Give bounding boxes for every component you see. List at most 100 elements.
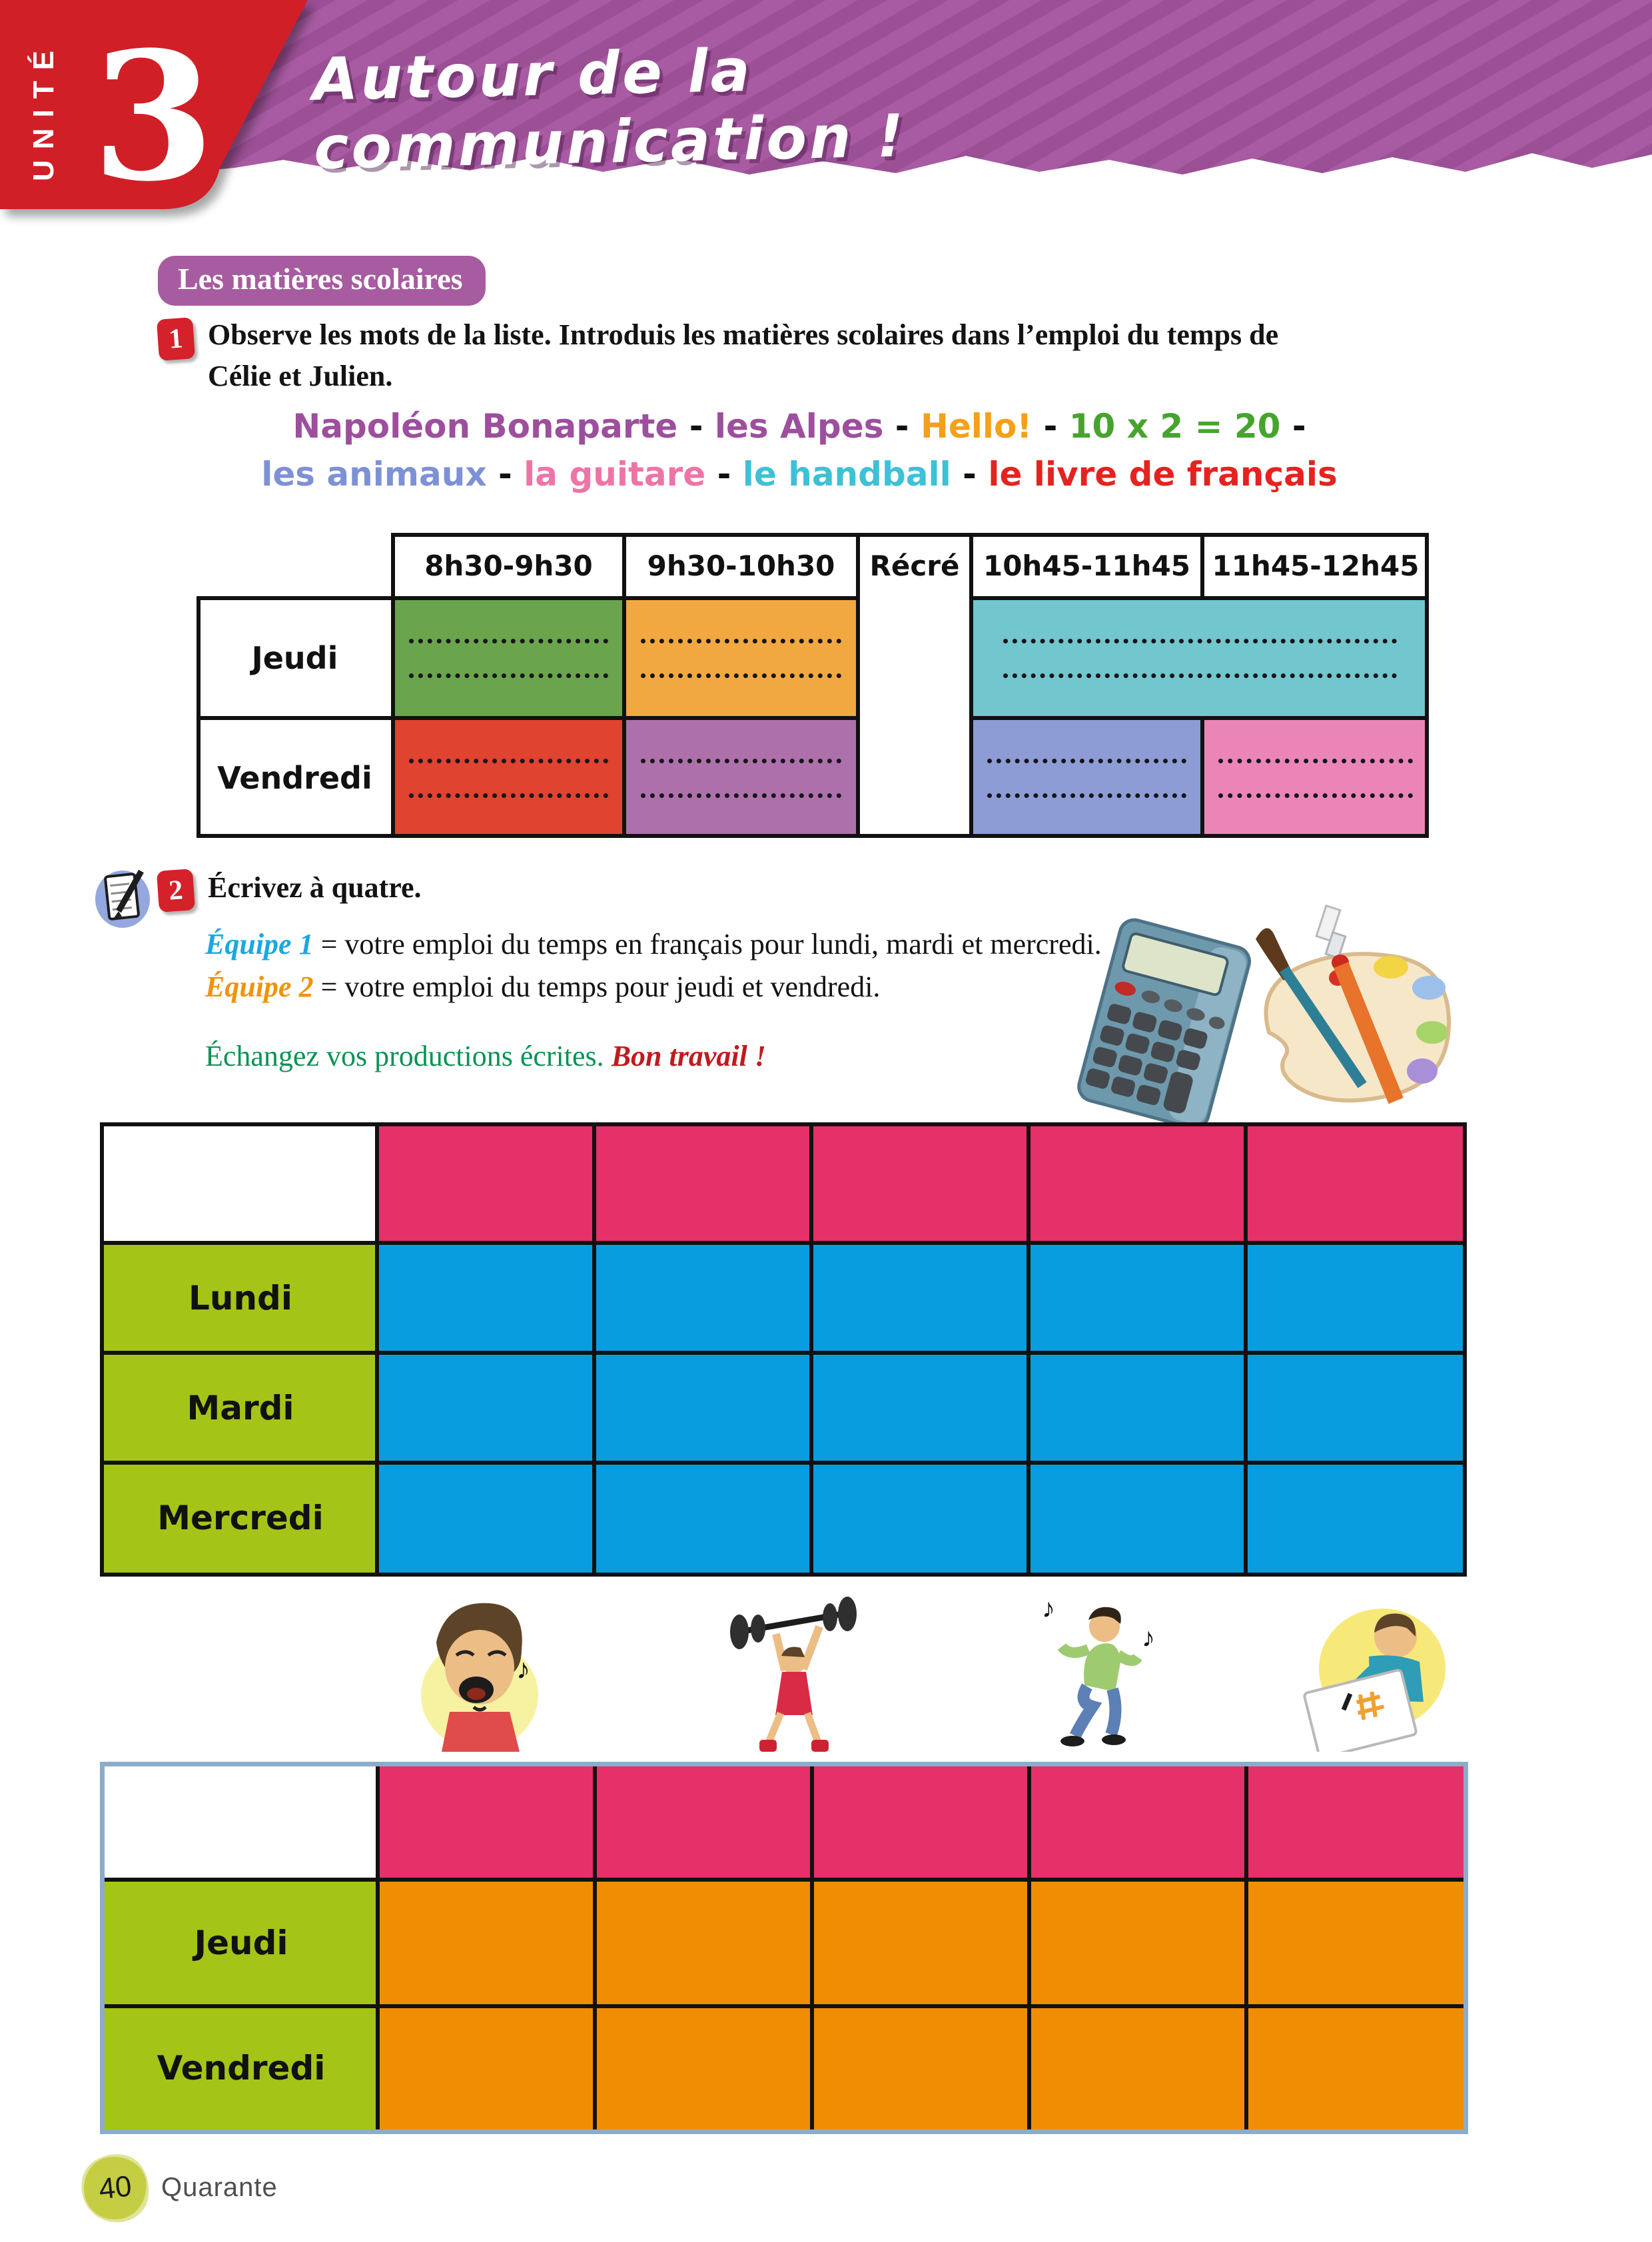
unit-badge-shape [0, 0, 308, 209]
table-grid-line [971, 596, 1429, 600]
page-number-badge: 40 [81, 2153, 150, 2223]
exercise2-title: Écrivez à quatre. [208, 871, 422, 904]
table-grid-line [197, 716, 858, 720]
timetable-answer-cell[interactable] [624, 718, 858, 838]
timetable-answer-cell[interactable] [971, 598, 1429, 718]
page-number-word: Quarante [161, 2173, 278, 2202]
word-list: Napoléon Bonaparte - les Alpes - Hello! … [160, 402, 1439, 498]
answer-dotted-line[interactable] [1218, 759, 1414, 763]
music-note-icon: ♪ [516, 1655, 530, 1685]
answer-dotted-line[interactable] [640, 639, 842, 643]
exercise2-week-table-1: Lundi Mardi Mercredi [100, 1122, 1467, 1577]
timetable-answer-cell[interactable] [971, 718, 1202, 838]
week-table-answer-cell[interactable] [378, 2006, 595, 2129]
answer-dotted-line[interactable] [409, 639, 608, 643]
table-grid-line [197, 834, 1429, 838]
week-table-answer-cell[interactable] [377, 1243, 594, 1353]
timetable-answer-cell[interactable] [393, 718, 624, 838]
week-table-header-cell [595, 1766, 812, 1880]
paintbrush-orange [1315, 904, 1404, 1104]
answer-dotted-line[interactable] [640, 793, 842, 798]
answer-dotted-line[interactable] [987, 759, 1186, 763]
week-table-header-cell [811, 1126, 1029, 1243]
page-number: 40 [97, 2169, 133, 2206]
word-list-item: les Alpes [714, 407, 884, 446]
week-table-answer-cell[interactable] [1246, 2006, 1463, 2129]
table-grid-line [104, 1351, 1463, 1355]
exercise2-number: 2 [167, 875, 185, 907]
week-table-header-cell [1029, 1766, 1246, 1880]
answer-dotted-line[interactable] [1218, 793, 1414, 798]
week-table-answer-cell[interactable] [378, 1880, 595, 2006]
dancing-boy-illustration: ♪ ♪ [1042, 1593, 1155, 1746]
table-grid-line [104, 1241, 1463, 1245]
week-table-answer-cell[interactable] [811, 1243, 1029, 1353]
week-table-header-cell [377, 1126, 594, 1243]
section-label: Les matières scolaires [158, 256, 486, 306]
unit-label: UNITÉ [27, 40, 60, 181]
table-grid-line [197, 598, 201, 838]
page-title: Autour de la communication ! [312, 35, 907, 183]
week-table-answer-cell[interactable] [1029, 1243, 1246, 1353]
word-list-separator: - [951, 455, 989, 494]
exercise2-week-table-2: Jeudi Vendredi [100, 1762, 1468, 2134]
team1-text: = votre emploi du temps en français pour… [313, 928, 1102, 960]
week-table-answer-cell[interactable] [1029, 1353, 1246, 1463]
week-table-answer-cell[interactable] [1029, 1880, 1246, 2006]
week-table-answer-cell[interactable] [1029, 1463, 1246, 1573]
answer-dotted-line[interactable] [409, 673, 608, 678]
exercise1-instruction-line1: Observe les mots de la liste. Introduis … [208, 318, 1279, 351]
week-table-answer-cell[interactable] [595, 2006, 812, 2129]
answer-dotted-line[interactable] [640, 673, 842, 678]
week-table-answer-cell[interactable] [812, 2006, 1029, 2129]
table-grid-line [105, 2004, 1463, 2008]
word-list-item: les animaux [261, 455, 487, 494]
word-list-separator: - [677, 407, 715, 446]
table-grid-line [592, 1126, 596, 1573]
week-table-answer-cell[interactable] [377, 1353, 594, 1463]
exercise1-number: 1 [167, 323, 185, 355]
week-table-row-label: Vendredi [105, 2006, 378, 2129]
answer-dotted-line[interactable] [1003, 673, 1397, 678]
exercise1-number-badge: 1 [156, 317, 196, 361]
answer-dotted-line[interactable] [1003, 639, 1397, 643]
word-list-item: 10 x 2 = 20 [1068, 407, 1281, 446]
timetable-answer-cell[interactable] [393, 598, 624, 718]
week-table-answer-cell[interactable] [812, 1880, 1029, 2006]
week-table-answer-cell[interactable] [594, 1463, 811, 1573]
exchange-highlight: Bon travail ! [611, 1040, 766, 1072]
timetable-header-cell: 9h30-10h30 [647, 549, 835, 582]
answer-dotted-line[interactable] [987, 793, 1186, 798]
team2-line: Équipe 2 = votre emploi du temps pour je… [205, 970, 880, 1004]
answer-dotted-line[interactable] [640, 759, 842, 763]
team1-label: Équipe 1 [205, 928, 314, 960]
week-table-answer-cell[interactable] [595, 1880, 812, 2006]
week-table-answer-cell[interactable] [1246, 1353, 1463, 1463]
music-note-icon: ♪ [1042, 1593, 1055, 1623]
table-grid-line [856, 533, 860, 838]
week-table-answer-cell[interactable] [811, 1463, 1029, 1573]
answer-dotted-line[interactable] [409, 759, 608, 763]
week-table-answer-cell[interactable] [1246, 1243, 1463, 1353]
word-list-item: le livre de français [988, 455, 1338, 494]
word-list-item: Napoléon Bonaparte [292, 407, 678, 446]
timetable-answer-cell[interactable] [624, 598, 858, 718]
week-table-answer-cell[interactable] [377, 1463, 594, 1573]
week-table-answer-cell[interactable] [811, 1353, 1029, 1463]
week-table-row-label: Jeudi [105, 1880, 378, 2006]
answer-dotted-line[interactable] [409, 793, 608, 798]
week-table-answer-cell[interactable] [594, 1353, 811, 1463]
team1-line: Équipe 1 = votre emploi du temps en fran… [205, 927, 1102, 961]
week-table-answer-cell[interactable] [1246, 1880, 1463, 2006]
table-grid-line [375, 1126, 379, 1573]
table-grid-line [1200, 533, 1204, 598]
timetable-answer-cell[interactable] [1202, 718, 1429, 838]
week-table-answer-cell[interactable] [594, 1243, 811, 1353]
timetable-header-cell: Récré [869, 549, 960, 582]
team2-label: Équipe 2 [205, 970, 314, 1003]
week-table-answer-cell[interactable] [1029, 2006, 1246, 2129]
banner-shape [213, 0, 1652, 175]
week-table-answer-cell[interactable] [1246, 1463, 1463, 1573]
table-grid-line [197, 596, 858, 600]
